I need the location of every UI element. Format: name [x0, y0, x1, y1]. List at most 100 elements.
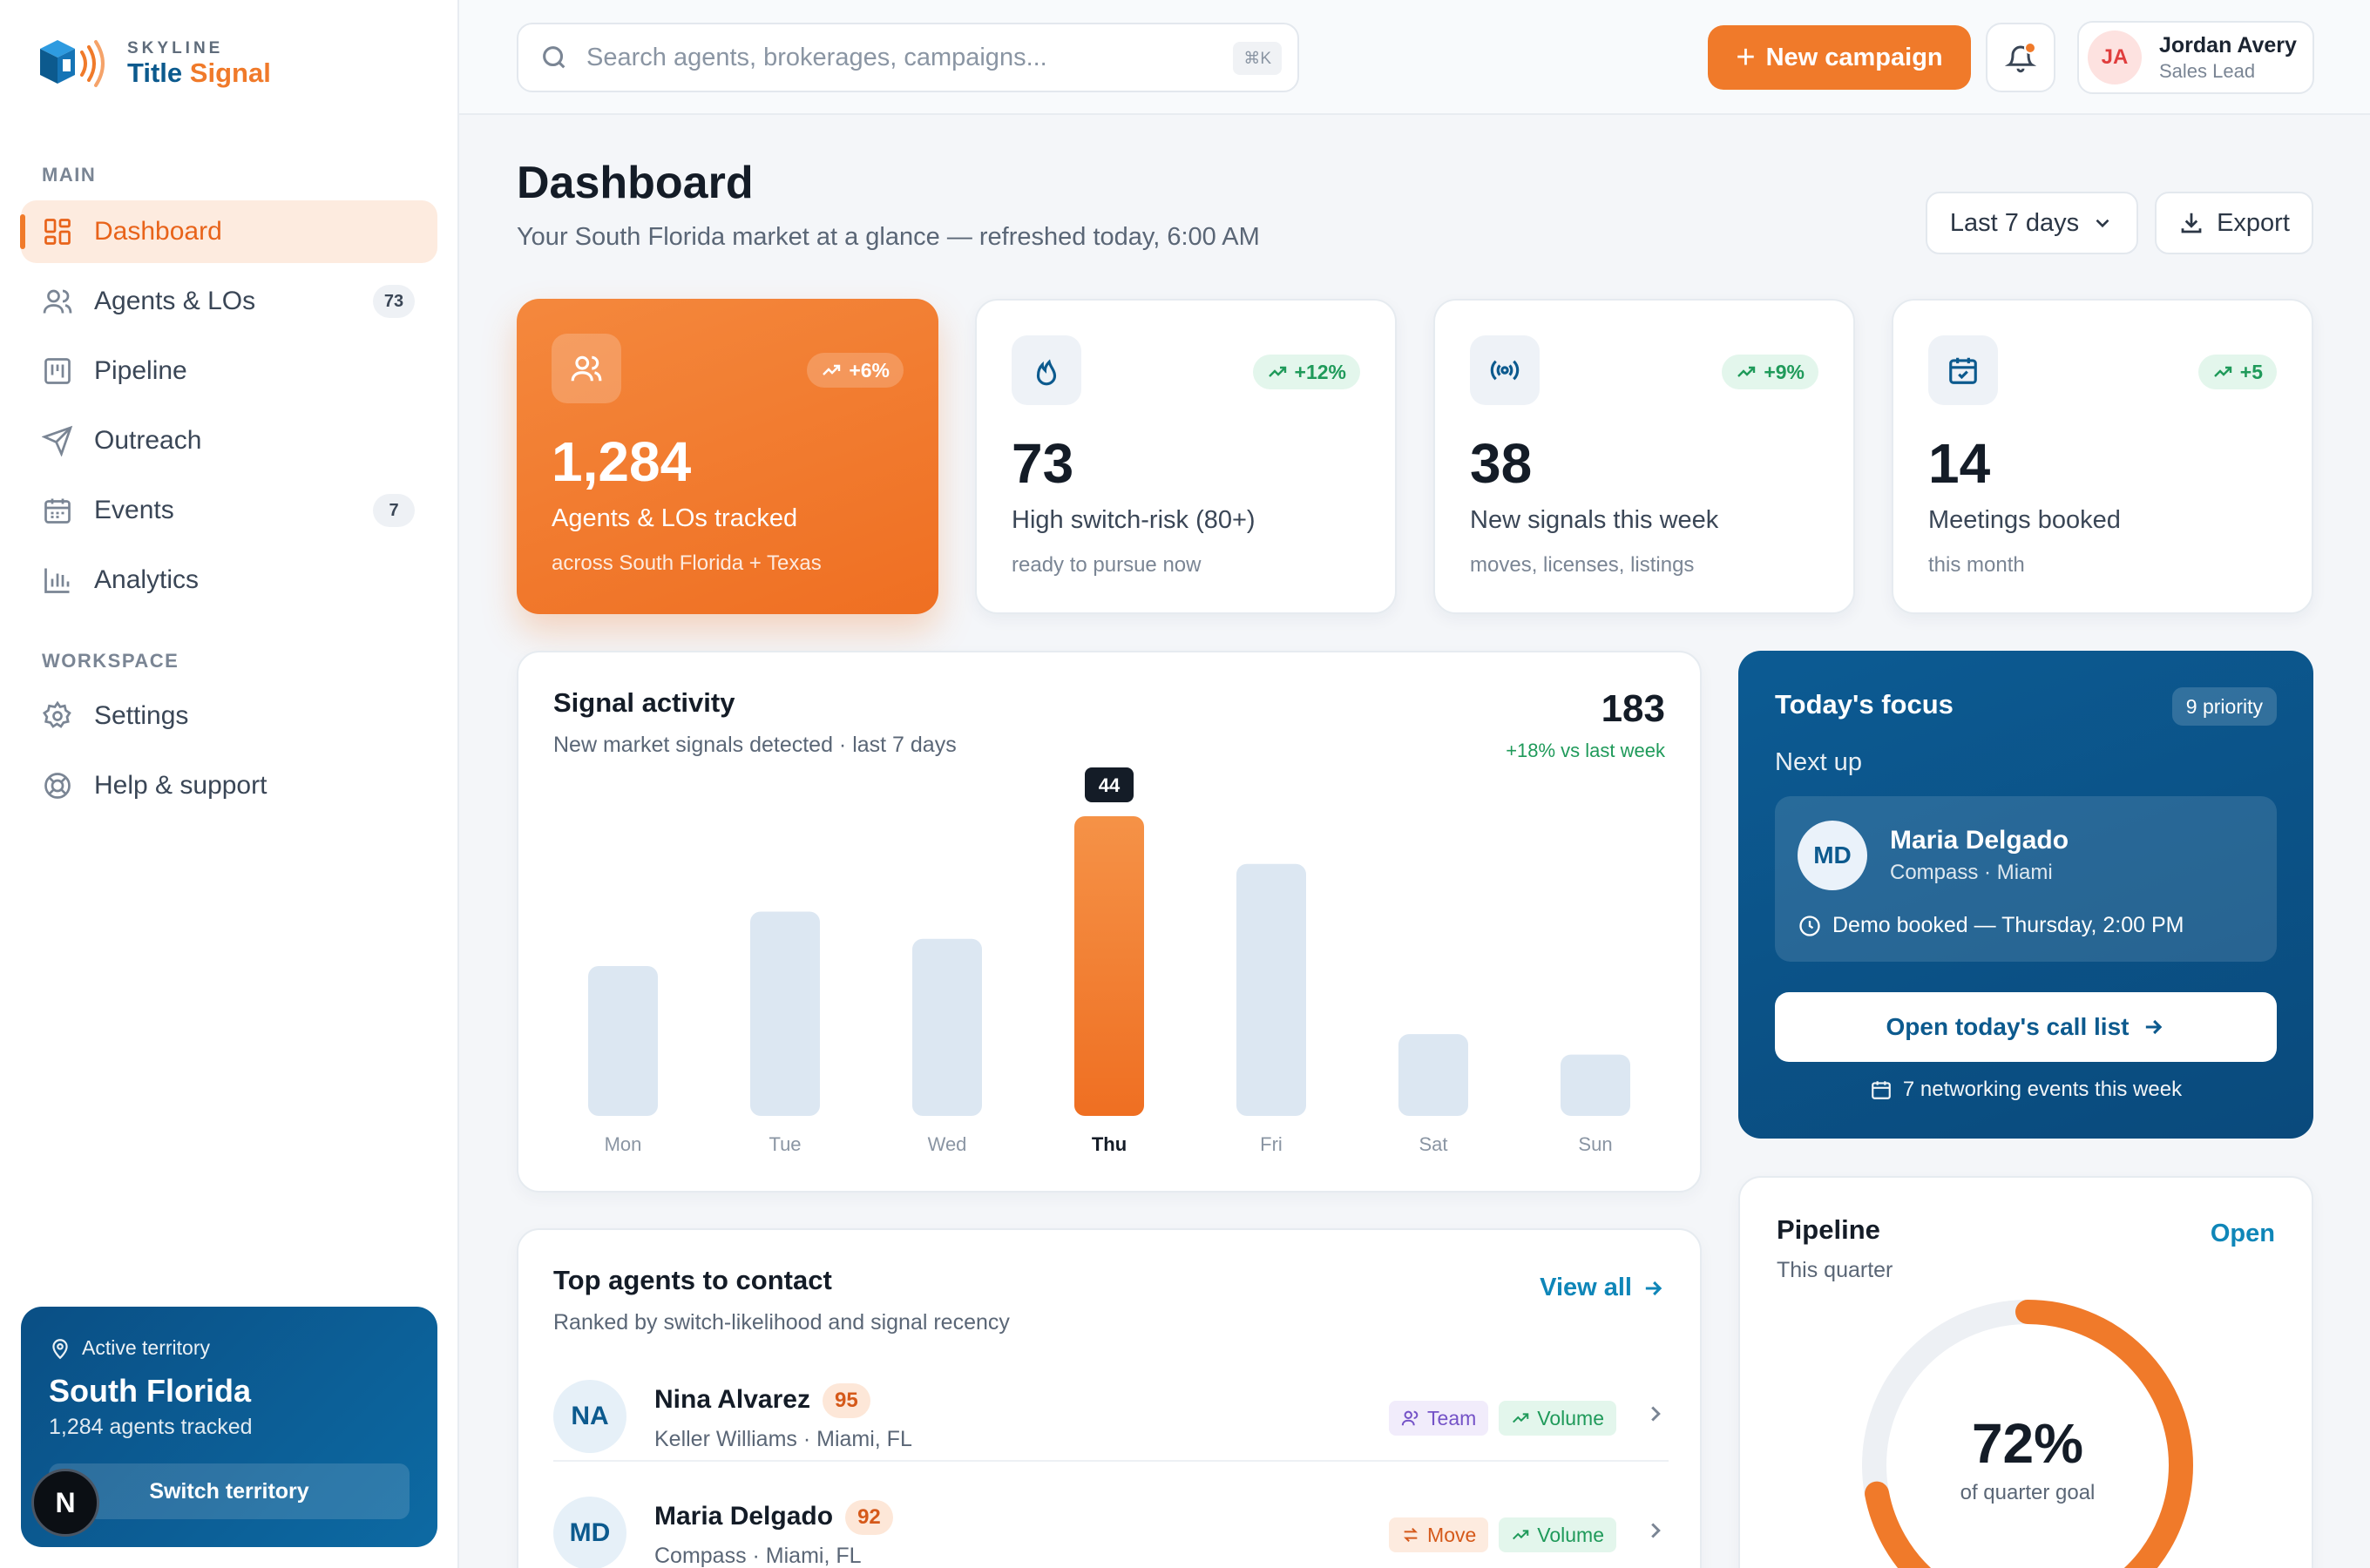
- user-name: Jordan Avery: [2159, 32, 2297, 57]
- events-link[interactable]: 7 networking events this week: [1738, 1078, 2313, 1102]
- table-row[interactable]: NA Nina Alvarez 95 Keller Williams · Miam…: [553, 1366, 1669, 1462]
- chart-bar-mon[interactable]: [588, 966, 658, 1116]
- chart-bar-fri[interactable]: [1236, 863, 1306, 1116]
- agent-name: Nina Alvarez 95: [654, 1383, 870, 1418]
- sidebar: SKYLINE Title Signal MAIN Dashboard Agen…: [0, 0, 459, 1568]
- x-tick-label: Sat: [1419, 1133, 1447, 1155]
- score-badge: 92: [845, 1500, 893, 1535]
- download-icon: [2181, 213, 2202, 233]
- chart-bar-wed[interactable]: [912, 938, 982, 1116]
- meeting-info: Demo booked — Thursday, 2:00 PM: [1798, 913, 2184, 938]
- search-placeholder: Search agents, brokerages, campaigns...: [586, 43, 1047, 71]
- brand-logo[interactable]: SKYLINE Title Signal: [37, 35, 271, 92]
- x-tick-label: Fri: [1260, 1133, 1283, 1155]
- sidebar-item-label: Help & support: [94, 771, 267, 800]
- tag-volume: Volume: [1499, 1401, 1616, 1436]
- stat-icon: [1928, 335, 1998, 405]
- broadcast-icon: [1490, 360, 1520, 381]
- app-launcher-avatar[interactable]: N: [31, 1469, 99, 1537]
- sidebar-item-label: Settings: [94, 701, 189, 730]
- sidebar-item-label: Pipeline: [94, 356, 187, 385]
- switch-territory-button[interactable]: Switch territory: [49, 1463, 410, 1519]
- next-contact-card[interactable]: MD Maria Delgado Compass · Miami Demo bo…: [1775, 796, 2277, 962]
- stat-card-meetings[interactable]: +5 14 Meetings booked this month: [1892, 299, 2313, 614]
- sidebar-item-pipeline[interactable]: Pipeline: [21, 340, 437, 402]
- x-tick-label: Thu: [1092, 1133, 1127, 1155]
- gauge-value: 72%: [1971, 1412, 2084, 1475]
- top-agents-card: Top agents to contact Ranked by switch-l…: [517, 1228, 1702, 1568]
- score-badge: 95: [822, 1383, 870, 1418]
- bar-value-label: 44: [1099, 774, 1121, 796]
- next-up-label: Next up: [1775, 748, 1862, 776]
- send-icon: [42, 425, 73, 456]
- users-icon: [43, 289, 72, 314]
- territory-name: South Florida: [49, 1373, 251, 1409]
- sidebar-item-agents[interactable]: Agents & LOs 73: [21, 270, 437, 333]
- users-icon: [1401, 1410, 1419, 1426]
- stat-label: Meetings booked: [1928, 506, 2121, 534]
- stat-card-agents[interactable]: +6% 1,284 Agents & LOs tracked across So…: [517, 299, 938, 614]
- sidebar-item-dashboard[interactable]: Dashboard: [20, 200, 437, 263]
- sidebar-item-label: Outreach: [94, 426, 202, 455]
- sidebar-item-outreach[interactable]: Outreach: [21, 409, 437, 472]
- notification-dot: [2024, 42, 2036, 54]
- user-menu[interactable]: JA Jordan Avery Sales Lead: [2077, 21, 2314, 94]
- open-call-list-button[interactable]: Open today's call list: [1775, 992, 2277, 1062]
- new-campaign-button[interactable]: + New campaign: [1708, 25, 1971, 90]
- sidebar-item-events[interactable]: Events 7: [21, 479, 437, 542]
- calendar-icon: [44, 498, 71, 524]
- arrow-right-icon: [1645, 1281, 1662, 1295]
- brand-sub: SKYLINE: [127, 39, 224, 57]
- stat-card-switch-risk[interactable]: +12% 73 High switch-risk (80+) ready to …: [975, 299, 1397, 614]
- chart-bar-sat[interactable]: [1398, 1034, 1468, 1116]
- bar-value-tooltip: [1085, 767, 1134, 802]
- x-tick-label: Tue: [769, 1133, 801, 1155]
- contact-name: Maria Delgado: [1890, 826, 2069, 855]
- calendar-icon: [1872, 1081, 1891, 1099]
- page-subtitle: Your South Florida market at a glance — …: [517, 223, 1260, 251]
- stat-icon: [1012, 335, 1081, 405]
- stat-label: New signals this week: [1470, 506, 1719, 534]
- sidebar-item-settings[interactable]: Settings: [21, 685, 437, 747]
- quarter-goal-gauge: [1862, 1300, 2193, 1568]
- date-range-select[interactable]: Last 7 days: [1926, 192, 2138, 254]
- search-input[interactable]: Search agents, brokerages, campaigns... …: [517, 23, 1299, 92]
- chart-bar-thu[interactable]: [1074, 816, 1144, 1116]
- sidebar-item-label: Analytics: [94, 565, 200, 594]
- table-row[interactable]: MD Maria Delgado 92 Compass · Miami, FL M…: [553, 1483, 1669, 1568]
- search-shortcut: ⌘K: [1233, 42, 1282, 75]
- chart-bar-tue[interactable]: [750, 911, 820, 1116]
- chart-bar-sun[interactable]: [1561, 1054, 1630, 1116]
- pipeline-open-link[interactable]: Open: [2210, 1220, 2275, 1247]
- bell-icon: [2005, 45, 2036, 73]
- notifications-button[interactable]: [1986, 23, 2055, 92]
- trend-up-icon: [1513, 1530, 1529, 1540]
- signal-total: 183: [1601, 687, 1665, 730]
- stat-value: 38: [1470, 432, 1533, 495]
- stat-card-signals[interactable]: +9% 38 New signals this week moves, lice…: [1433, 299, 1855, 614]
- stat-value: 73: [1012, 432, 1074, 495]
- lifebuoy-icon: [44, 773, 71, 799]
- x-tick-label: Mon: [605, 1133, 642, 1155]
- trend-up-icon: [1737, 366, 1756, 377]
- sidebar-item-label: Dashboard: [94, 217, 222, 246]
- nav-section-main: MAIN: [42, 164, 97, 186]
- chevron-down-icon: [2096, 219, 2109, 228]
- card-title: Signal activity: [553, 687, 735, 718]
- card-title: Top agents to contact: [553, 1265, 832, 1295]
- agent-company: Keller Williams · Miami, FL: [654, 1427, 912, 1451]
- avatar: NA: [553, 1380, 626, 1453]
- stat-value: 1,284: [552, 430, 692, 493]
- sidebar-item-help[interactable]: Help & support: [21, 754, 437, 817]
- avatar: JA: [2088, 30, 2142, 84]
- contact-company: Compass · Miami: [1890, 861, 2053, 884]
- stat-sub: ready to pursue now: [1012, 553, 1202, 577]
- plus-icon: +: [1736, 39, 1756, 76]
- analytics-icon: [44, 568, 70, 593]
- page-title: Dashboard: [517, 158, 754, 208]
- trend-up-icon: [823, 364, 841, 375]
- view-all-link[interactable]: View all: [1540, 1274, 1665, 1302]
- sidebar-item-analytics[interactable]: Analytics: [21, 549, 437, 612]
- arrow-right-icon: [2146, 1019, 2163, 1035]
- export-button[interactable]: Export: [2155, 192, 2313, 254]
